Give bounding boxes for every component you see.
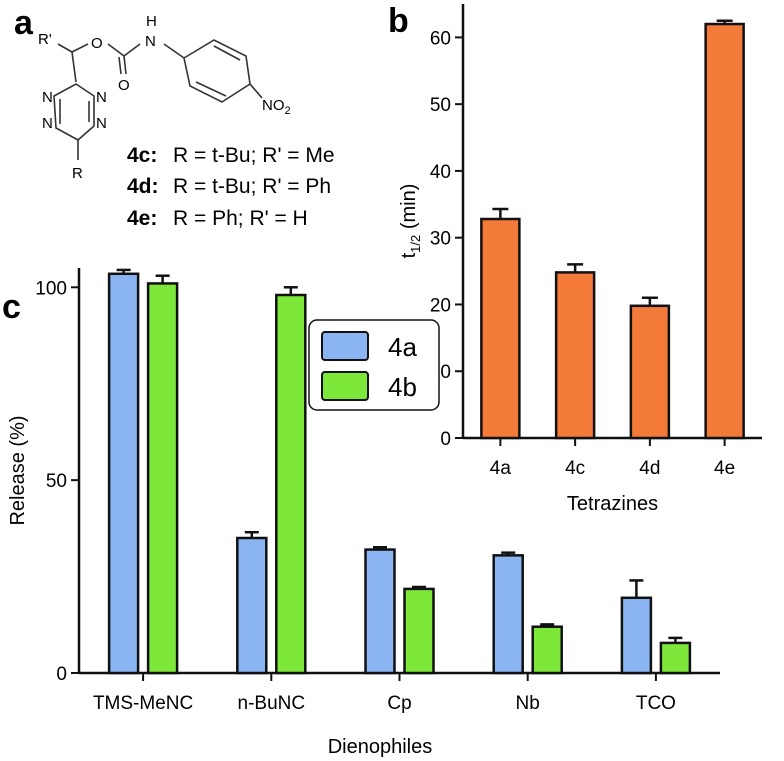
ring-n-label: N [42,89,53,106]
bar-4b-Cp [403,587,435,675]
nitro-label: NO2 [262,97,291,117]
compound-id-4c: 4c: [127,144,157,167]
panel-a: a R' O [14,4,335,230]
bond [163,43,185,59]
bond [213,45,241,61]
bar-4a-Cp [364,548,396,675]
legend-label-4b: 4b [388,372,417,402]
bond [118,56,122,75]
bond [71,51,77,83]
bond [107,43,125,57]
bar-4c [554,271,596,440]
bar-4b-TMS-MeNC [146,282,179,675]
chemical-structure [53,39,263,160]
bar-4a-n-BuNC [236,536,268,675]
compound-desc-4e: R = Ph; R' = H [173,207,308,230]
y-tick-label: 60 [430,28,451,49]
x-tick-label: 4a [490,458,512,479]
ring-n-label: N [96,89,107,106]
bond [123,55,127,75]
bar-4a-TCO [620,596,653,675]
bond [57,43,73,53]
y-axis-title: Release (%) [7,415,29,525]
bar-4a [480,217,521,440]
y-tick-label: 30 [430,229,451,250]
chart-c: 0 50 100 TMS-MeNC n-BuNC Cp Nb TCO Dienophiles Re… [7,268,720,758]
carbonyl-oxygen-label: O [118,77,130,94]
bond [71,43,89,53]
bar-4b-n-BuNC [275,293,307,675]
x-tick-label: 4c [565,458,585,479]
amine-n-label: N [145,33,156,50]
bar-4a-Nb [492,554,524,675]
compound-list: 4c: R = t-Bu; R' = Me 4d: R = t-Bu; R' =… [127,144,335,230]
y-tick-label: 50 [46,471,67,492]
benzene-ring [183,39,251,103]
y-tick-label: 20 [430,295,451,316]
x-tick-label: 4d [639,458,660,479]
panel-letter-b: b [388,2,409,40]
y-axis-title: t1/2 (min) [398,184,423,259]
x-axis-title: Tetrazines [567,493,658,515]
oxygen-label: O [91,35,103,52]
legend-label-4a: 4a [388,332,417,362]
x-axis-title: Dienophiles [328,736,433,758]
x-tick-label: 4e [714,458,735,479]
y-tick-label: 100 [35,278,67,299]
x-tick-label: TCO [636,693,676,714]
y-tick-label: 40 [430,162,451,183]
bar-4a-TMS-MeNC [107,272,140,675]
compound-desc-4d: R = t-Bu; R' = Ph [173,175,331,198]
bar-4b-Nb [531,625,563,675]
panel-letter-c: c [2,288,21,326]
bond [249,83,263,99]
y-tick-label: 0 [56,664,67,685]
bar-4d [629,304,671,440]
legend-swatch-4a [321,331,369,361]
panel-c: c 0 50 100 TMS-MeNC n-BuNC Cp Nb TCO Dienophiles… [2,268,720,758]
bar-4b-TCO [659,641,692,675]
legend-swatch-4b [321,371,369,401]
r-prime-label: R' [38,31,52,48]
compound-id-4e: 4e: [127,207,157,230]
atom-labels: R' O O N H NO2 N N N N R [38,13,291,182]
y-tick-label: 0 [440,429,451,450]
x-tick-label: Nb [516,693,540,714]
x-tick-label: Cp [387,693,411,714]
r-label: R [72,165,83,182]
y-tick-label: 50 [430,95,451,116]
x-tick-label: n-BuNC [238,693,306,714]
bond [195,81,227,97]
panel-letter-a: a [14,4,34,42]
amine-h-label: H [146,13,157,30]
bar-4e [704,22,745,440]
compound-id-4d: 4d: [127,175,159,198]
x-tick-label: TMS-MeNC [93,693,193,714]
compound-desc-4c: R = t-Bu; R' = Me [173,144,335,167]
bond [123,43,141,57]
ring-n-label: N [96,115,107,132]
ring-n-label: N [42,115,53,132]
